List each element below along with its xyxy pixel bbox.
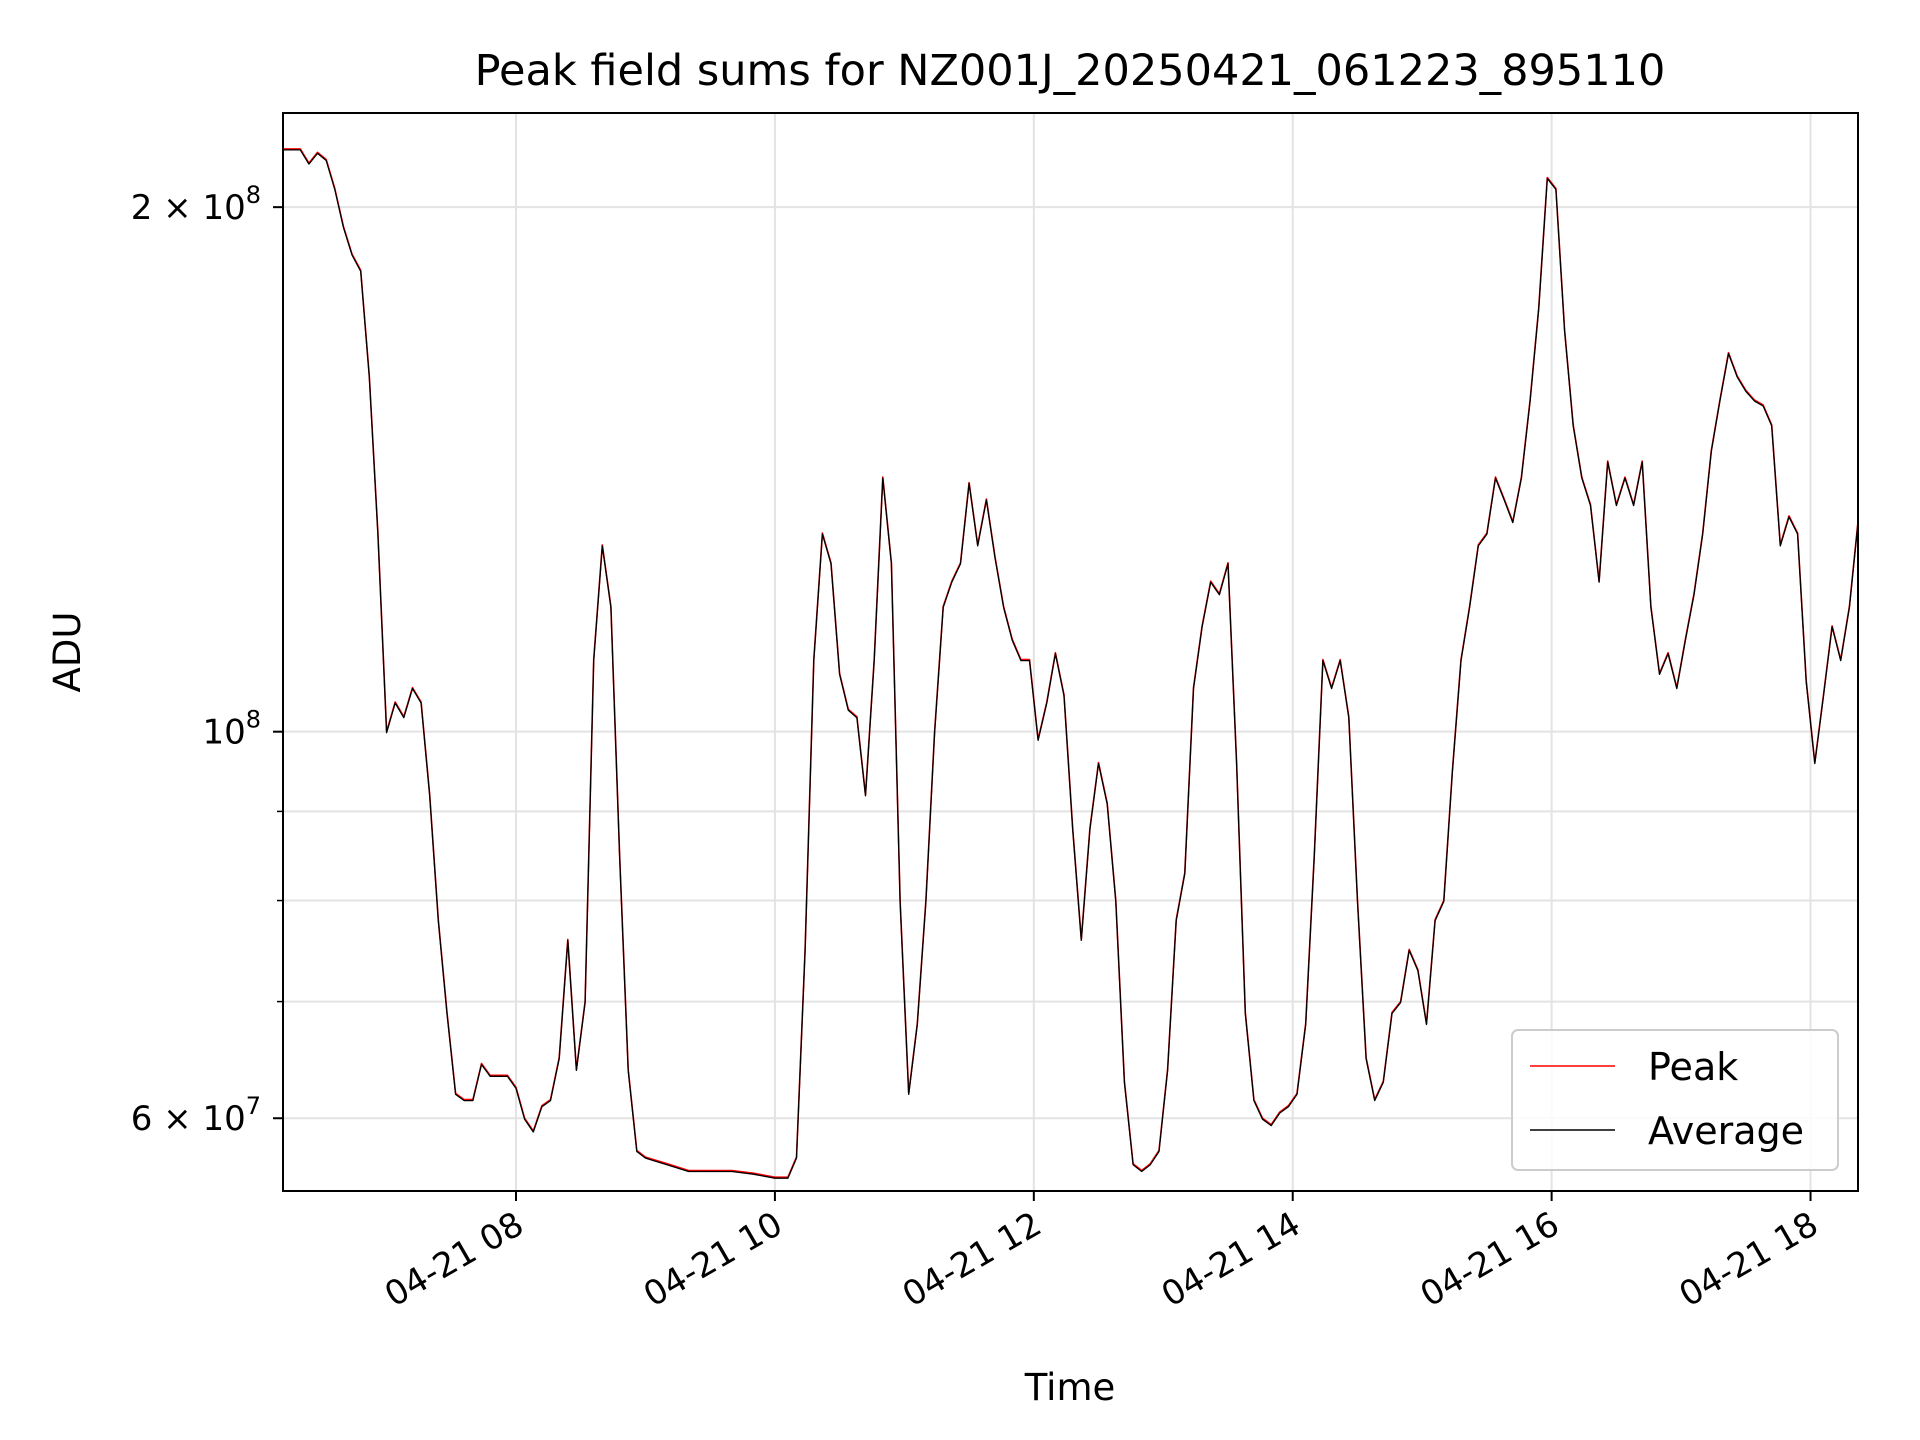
legend-box <box>1511 1029 1839 1171</box>
x-tick-label: 04-21 10 <box>637 1204 789 1315</box>
x-tick-label: 04-21 18 <box>1673 1204 1825 1315</box>
x-tick-label: 04-21 14 <box>1155 1204 1307 1315</box>
chart-title: Peak field sums for NZ001J_20250421_0612… <box>475 46 1666 96</box>
x-axis-label: Time <box>1024 1366 1116 1409</box>
x-tick-label: 04-21 16 <box>1414 1204 1566 1315</box>
grid-lines <box>283 113 1858 1191</box>
x-tick-label: 04-21 08 <box>378 1204 530 1315</box>
legend: Peak Average <box>1511 1029 1839 1171</box>
series-line-average <box>283 149 1859 1179</box>
y-tick-label: 6 × 107 <box>131 1092 261 1139</box>
legend-peak-label: Peak <box>1648 1045 1738 1089</box>
x-tick-label: 04-21 12 <box>896 1204 1048 1315</box>
y-tick-label: 2 × 108 <box>131 181 261 228</box>
series-lines <box>283 148 1859 1179</box>
y-axis-label: ADU <box>46 612 89 693</box>
plot-frame <box>282 112 1859 1192</box>
legend-average-label: Average <box>1648 1109 1804 1153</box>
y-tick-label: 108 <box>202 706 261 753</box>
series-line-peak <box>283 148 1859 1178</box>
